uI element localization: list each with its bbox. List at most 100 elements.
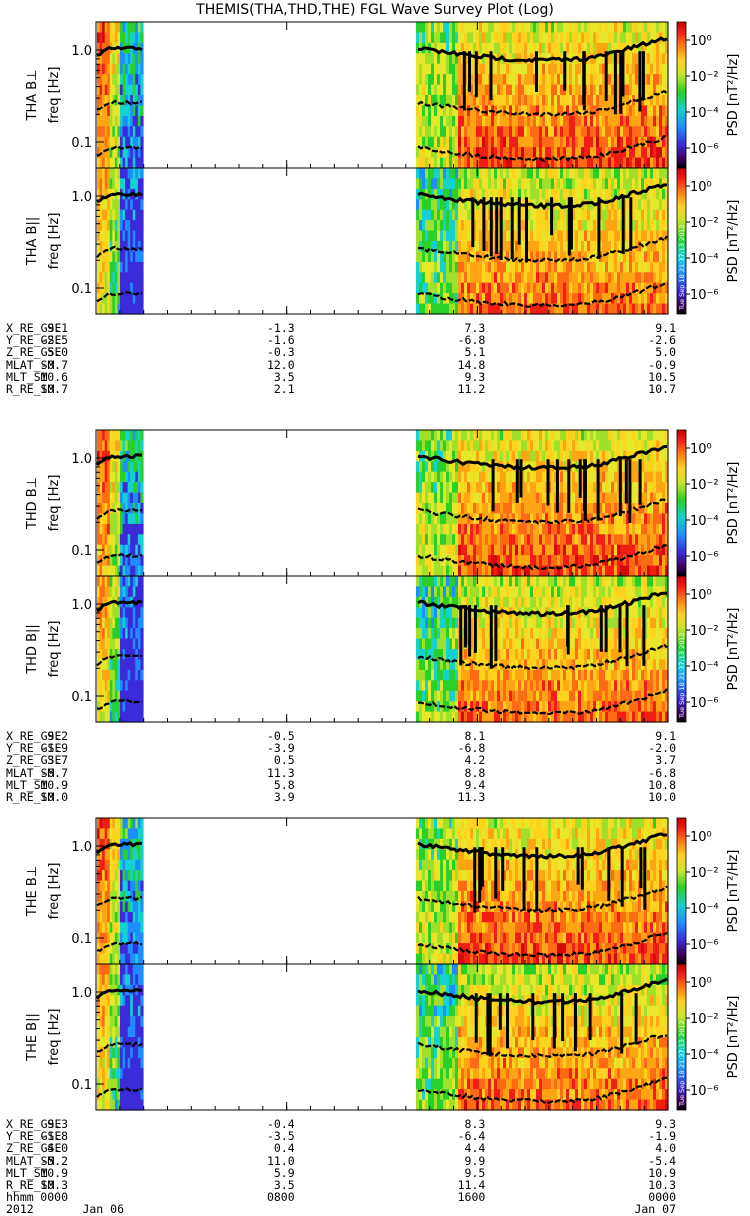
y-tick-label: 0.1	[71, 690, 92, 705]
y-axis-label: freq [Hz]	[47, 67, 62, 124]
spectrogram-panel: 1.0 0.1 THD B⊥ freq [Hz] 10⁰ 10⁻² 10⁻⁴ 10⁻⁶ PSD …	[25, 430, 741, 577]
colorbar-tick-label: 10⁻⁴	[690, 902, 719, 917]
colorbar	[677, 430, 686, 576]
colorbar-label: PSD [nT²/Hz]	[726, 996, 741, 1079]
colorbar-tick-label: 10⁰	[690, 442, 712, 457]
panel-label: THE B||	[25, 1013, 40, 1062]
ephemeris-value: 10.7	[648, 383, 676, 395]
colorbar-label: PSD [nT²/Hz]	[726, 608, 741, 691]
ephemeris-value: 11.3	[458, 791, 486, 803]
ephemeris-value: 10.0	[40, 791, 68, 803]
timestamp-stamp: Tue Sep 18 21:37:13 2012	[678, 224, 686, 311]
colorbar-label: PSD [nT²/Hz]	[726, 850, 741, 933]
colorbar-tick-label: 10⁻⁶	[690, 1084, 719, 1099]
ephemeris-value: 11.2	[458, 383, 486, 395]
y-tick-label: 0.1	[71, 544, 92, 559]
ephemeris-value: 10.0	[648, 791, 676, 803]
y-tick-label: 1.0	[71, 598, 92, 613]
ephemeris-row: Y_RE_GSE-1.9-3.9-6.8-2.0	[6, 742, 706, 754]
y-axis-label: freq [Hz]	[47, 863, 62, 920]
colorbar-tick-label: 10⁻⁶	[690, 288, 719, 303]
colorbar-label: PSD [nT²/Hz]	[726, 200, 741, 283]
y-tick-label: 0.1	[71, 136, 92, 151]
y-axis-label: freq [Hz]	[47, 621, 62, 678]
colorbar-tick-label: 10⁻⁴	[690, 1048, 719, 1063]
colorbar	[677, 818, 686, 964]
colorbar-tick-label: 10⁰	[690, 830, 712, 845]
y-axis-label: freq [Hz]	[47, 1009, 62, 1066]
ephemeris-value: 10.7	[40, 383, 68, 395]
panel-label: THA B⊥	[25, 70, 40, 122]
x-axis-row-label: hhmm	[6, 1191, 34, 1203]
colorbar-tick-label: 10⁻⁶	[690, 142, 719, 157]
x-axis-start-date: Jan 06	[82, 1203, 124, 1215]
x-tick-label: 0800	[267, 1191, 295, 1203]
x-tick-label: 0000	[40, 1191, 68, 1203]
ephemeris-value: 3.9	[274, 791, 295, 803]
ephemeris-value: 2.1	[274, 383, 295, 395]
y-tick-label: 0.1	[71, 932, 92, 947]
x-axis-end-date: Jan 07	[634, 1203, 676, 1215]
y-axis-label: freq [Hz]	[47, 475, 62, 532]
x-axis-year: 2012	[6, 1203, 34, 1215]
panel-label: THD B||	[25, 624, 40, 675]
y-tick-label: 1.0	[71, 190, 92, 205]
colorbar-tick-label: 10⁰	[690, 180, 712, 195]
y-tick-label: 0.1	[71, 282, 92, 297]
ephemeris-row: Y_RE_GSE-2.5-1.6-6.8-2.6	[6, 334, 706, 346]
colorbar-label: PSD [nT²/Hz]	[726, 462, 741, 545]
colorbar-tick-label: 10⁰	[690, 976, 712, 991]
colorbar-tick-label: 10⁻²	[690, 216, 719, 231]
colorbar-tick-label: 10⁻²	[690, 70, 719, 85]
x-axis-date-row: 2012 Jan 06 Jan 07	[6, 1203, 706, 1215]
y-tick-label: 1.0	[71, 44, 92, 59]
colorbar-tick-label: 10⁻⁴	[690, 252, 719, 267]
colorbar-tick-label: 10⁻⁶	[690, 696, 719, 711]
colorbar-tick-label: 10⁰	[690, 588, 712, 603]
spectrogram-panel: 1.0 0.1 THE B⊥ freq [Hz] 10⁰ 10⁻² 10⁻⁴ 10⁻⁶ PSD …	[25, 818, 741, 965]
colorbar-tick-label: 10⁻²	[690, 1012, 719, 1027]
colorbar-label: PSD [nT²/Hz]	[726, 54, 741, 137]
colorbar-tick-label: 10⁻⁶	[690, 938, 719, 953]
colorbar-tick-label: 10⁻⁴	[690, 660, 719, 675]
colorbar-tick-label: 10⁻²	[690, 478, 719, 493]
panel-label: THD B⊥	[25, 477, 40, 530]
y-tick-label: 1.0	[71, 840, 92, 855]
timestamp-stamp: Tue Sep 18 21:37:13 2012	[678, 632, 686, 719]
x-tick-label: 0000	[648, 1191, 676, 1203]
colorbar-tick-label: 10⁻⁴	[690, 106, 719, 121]
y-tick-label: 1.0	[71, 986, 92, 1001]
ephemeris-row: Y_RE_GSE-1.8-3.5-6.4-1.9	[6, 1130, 706, 1142]
panel-label: THE B⊥	[25, 866, 40, 917]
y-axis-label: freq [Hz]	[47, 213, 62, 270]
colorbar-tick-label: 10⁻²	[690, 866, 719, 881]
colorbar-tick-label: 10⁻²	[690, 624, 719, 639]
y-tick-label: 1.0	[71, 452, 92, 467]
spectrogram-panel: 1.0 0.1 THD B|| freq [Hz] 10⁰ 10⁻² 10⁻⁴ 10⁻⁶ PSD…	[25, 576, 741, 723]
colorbar	[677, 22, 686, 168]
colorbar-tick-label: 10⁻⁴	[690, 514, 719, 529]
colorbar-tick-label: 10⁻⁶	[690, 550, 719, 565]
